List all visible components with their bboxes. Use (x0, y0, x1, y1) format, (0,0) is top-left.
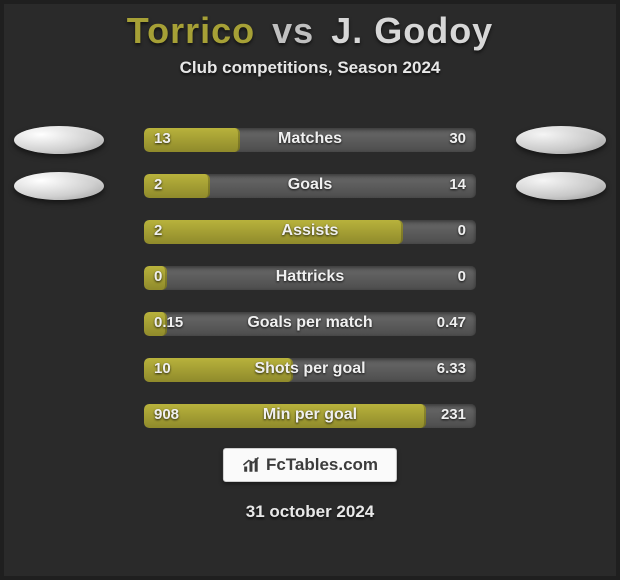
stat-bar-fill-left (144, 174, 210, 198)
stat-row: 00Hattricks (4, 262, 616, 294)
stat-bar-track: 908231Min per goal (144, 404, 476, 428)
stat-value-right: 30 (449, 130, 466, 147)
stat-bar-fill-left (144, 128, 240, 152)
stat-label: Hattricks (144, 268, 476, 286)
branding-badge[interactable]: FcTables.com (223, 448, 397, 482)
vs-separator: vs (272, 10, 314, 51)
player2-orb (516, 126, 606, 154)
stat-bar-fill-left (144, 358, 293, 382)
stat-bar-track: 106.33Shots per goal (144, 358, 476, 382)
comparison-card: Torrico vs J. Godoy Club competitions, S… (0, 0, 620, 580)
stat-row: 214Goals (4, 170, 616, 202)
stat-row: 0.150.47Goals per match (4, 308, 616, 340)
stat-bar-fill-left (144, 404, 426, 428)
stat-row: 1330Matches (4, 124, 616, 156)
stat-value-right: 0.47 (437, 314, 466, 331)
chart-icon (242, 456, 260, 474)
stat-value-right: 0 (458, 268, 466, 285)
stat-bar-fill-left (144, 312, 167, 336)
branding-text: FcTables.com (266, 455, 378, 475)
stat-bar-track: 1330Matches (144, 128, 476, 152)
stats-chart: 1330Matches214Goals20Assists00Hattricks0… (4, 124, 616, 446)
stat-value-right: 14 (449, 176, 466, 193)
player2-name: J. Godoy (331, 10, 493, 51)
stat-bar-track: 214Goals (144, 174, 476, 198)
stat-bar-fill-left (144, 220, 403, 244)
stat-row: 106.33Shots per goal (4, 354, 616, 386)
stat-row: 20Assists (4, 216, 616, 248)
stat-bar-track: 0.150.47Goals per match (144, 312, 476, 336)
stat-bar-track: 00Hattricks (144, 266, 476, 290)
page-title: Torrico vs J. Godoy (4, 10, 616, 52)
stat-value-right: 231 (441, 406, 466, 423)
stat-bar-fill-left (144, 266, 167, 290)
stat-value-right: 0 (458, 222, 466, 239)
date-text: 31 october 2024 (4, 502, 616, 522)
player2-orb (516, 172, 606, 200)
subtitle: Club competitions, Season 2024 (4, 58, 616, 78)
player1-orb (14, 126, 104, 154)
stat-value-right: 6.33 (437, 360, 466, 377)
player1-orb (14, 172, 104, 200)
stat-bar-track: 20Assists (144, 220, 476, 244)
stat-row: 908231Min per goal (4, 400, 616, 432)
stat-label: Goals per match (144, 314, 476, 332)
player1-name: Torrico (127, 10, 255, 51)
